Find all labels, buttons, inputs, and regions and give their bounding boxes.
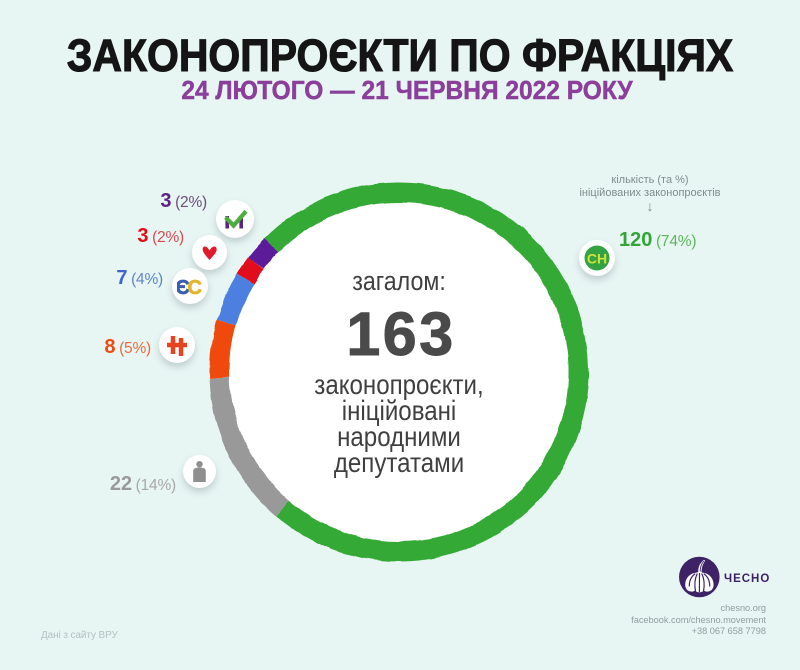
svg-text:С: С (188, 277, 202, 295)
svg-text:Є: Є (177, 277, 190, 295)
svg-text:СН: СН (587, 251, 607, 267)
svg-text:ЧЕСНО: ЧЕСНО (724, 573, 770, 585)
